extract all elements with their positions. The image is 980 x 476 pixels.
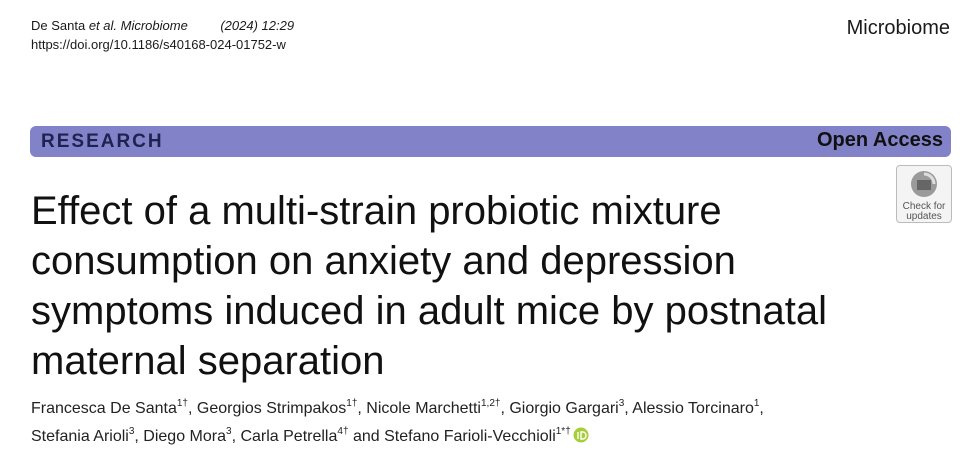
author-name: Stefano Farioli-Vecchioli — [384, 428, 556, 445]
separator: , — [187, 400, 197, 417]
separator: , — [624, 400, 633, 417]
affiliation: 3 — [128, 426, 135, 437]
title-line: symptoms induced in adult mice by postna… — [31, 289, 827, 333]
open-access: Open Access — [817, 129, 943, 151]
author-name: Francesca De Santa — [31, 400, 177, 417]
cite-journal: Microbiome — [120, 18, 188, 33]
title-line: Effect of a multi-strain probiotic mixtu… — [31, 189, 722, 233]
separator: , — [759, 400, 764, 417]
cite-etal: et al. — [88, 18, 118, 33]
authors: Francesca De Santa1†, Georgios Strimpako… — [31, 395, 764, 451]
title: Effect of a multi-strain probiotic mixtu… — [31, 186, 827, 386]
title-line: consumption on anxiety and depression — [31, 239, 736, 283]
title-line: maternal separation — [31, 339, 385, 383]
check-updates[interactable]: Check for updates — [896, 165, 952, 223]
doi[interactable]: https://doi.org/10.1186/s40168-024-01752… — [31, 37, 286, 52]
cite-issue: (2024) 12:29 — [220, 18, 295, 33]
separator: , — [134, 428, 144, 445]
citation-line: De Santa et al. Microbiome (2024) 12:29 — [31, 16, 294, 35]
affiliation: 1 — [753, 398, 760, 409]
journal-name: Microbiome — [846, 17, 950, 39]
check-icon — [911, 171, 937, 197]
author-name: Stefania Arioli — [31, 428, 129, 445]
separator: , — [357, 400, 367, 417]
author-name: Georgios Strimpakos — [196, 400, 347, 417]
author-name: Diego Mora — [143, 428, 226, 445]
affiliation: 1† — [176, 398, 188, 409]
author-line: Francesca De Santa1†, Georgios Strimpako… — [31, 395, 764, 423]
cite-authors: De Santa — [31, 18, 86, 33]
author-line: Stefania Arioli3, Diego Mora3, Carla Pet… — [31, 423, 764, 451]
affiliation: 1*† — [555, 426, 571, 437]
author-name: Alessio Torcinaro — [632, 400, 754, 417]
author-name: Giorgio Gargari — [509, 400, 619, 417]
author-name: Nicole Marchetti — [366, 400, 481, 417]
affiliation: 3 — [226, 426, 232, 437]
citation: De Santa et al. Microbiome (2024) 12:29 … — [31, 16, 294, 54]
separator: , — [500, 400, 510, 417]
affiliation: 1,2† — [480, 398, 501, 409]
separator: , — [231, 428, 241, 445]
affiliation: 4† — [337, 426, 349, 437]
check-line: updates — [906, 211, 942, 222]
article-type: RESEARCH — [41, 131, 164, 152]
banner: RESEARCH Open Access — [30, 126, 951, 157]
separator: and — [348, 428, 385, 445]
author-name: Carla Petrella — [240, 428, 338, 445]
affiliation: 3 — [618, 398, 625, 409]
orcid-icon[interactable] — [573, 427, 589, 443]
check-line: Check for — [902, 201, 946, 212]
affiliation: 1† — [346, 398, 358, 409]
